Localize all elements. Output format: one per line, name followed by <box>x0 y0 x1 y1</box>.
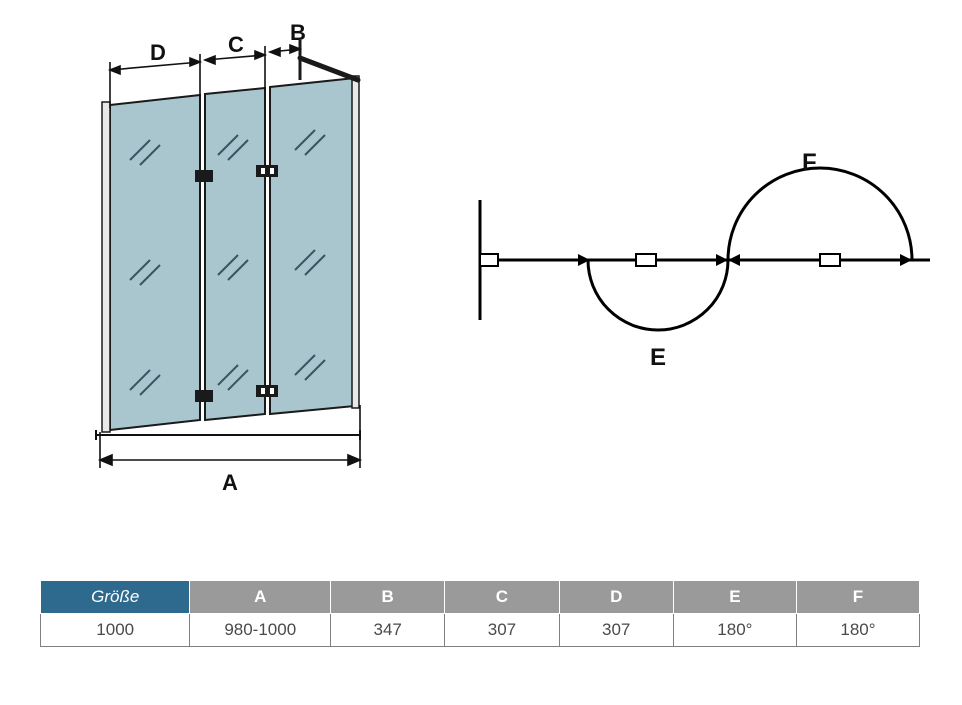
col-header-size: Größe <box>41 581 190 614</box>
col-header-A: A <box>190 581 331 614</box>
glass-panel-3 <box>270 78 355 414</box>
table-cell: 980-1000 <box>190 614 331 647</box>
table-cell: 1000 <box>41 614 190 647</box>
table-cell: 347 <box>331 614 445 647</box>
table-cell: 180° <box>796 614 919 647</box>
col-header-B: B <box>331 581 445 614</box>
label-A: A <box>222 470 238 495</box>
end-profile <box>352 76 359 408</box>
dimensions-table: GrößeABCDEF 1000980-1000347307307180°180… <box>40 580 920 647</box>
swing-arc-E <box>588 260 728 330</box>
brace-bar <box>300 58 358 80</box>
table-cell: 180° <box>673 614 796 647</box>
label-F: F <box>802 149 817 176</box>
col-header-D: D <box>559 581 673 614</box>
swing-arc-F <box>728 168 912 260</box>
swing-diagram: E F <box>480 149 930 371</box>
label-B: B <box>290 20 306 45</box>
wall-profile <box>102 102 110 432</box>
table-cell: 307 <box>559 614 673 647</box>
diagram-svg: D C B A E F <box>0 0 962 530</box>
door-isometric: D C B A <box>96 20 360 495</box>
table-row: 1000980-1000347307307180°180° <box>41 614 920 647</box>
technical-diagram: D C B A E F <box>0 0 962 530</box>
col-header-E: E <box>673 581 796 614</box>
col-header-F: F <box>796 581 919 614</box>
table-body: 1000980-1000347307307180°180° <box>41 614 920 647</box>
table-header-row: GrößeABCDEF <box>41 581 920 614</box>
col-header-C: C <box>445 581 559 614</box>
table-cell: 307 <box>445 614 559 647</box>
label-C: C <box>228 32 244 57</box>
label-D: D <box>150 40 166 65</box>
label-E: E <box>650 344 666 371</box>
